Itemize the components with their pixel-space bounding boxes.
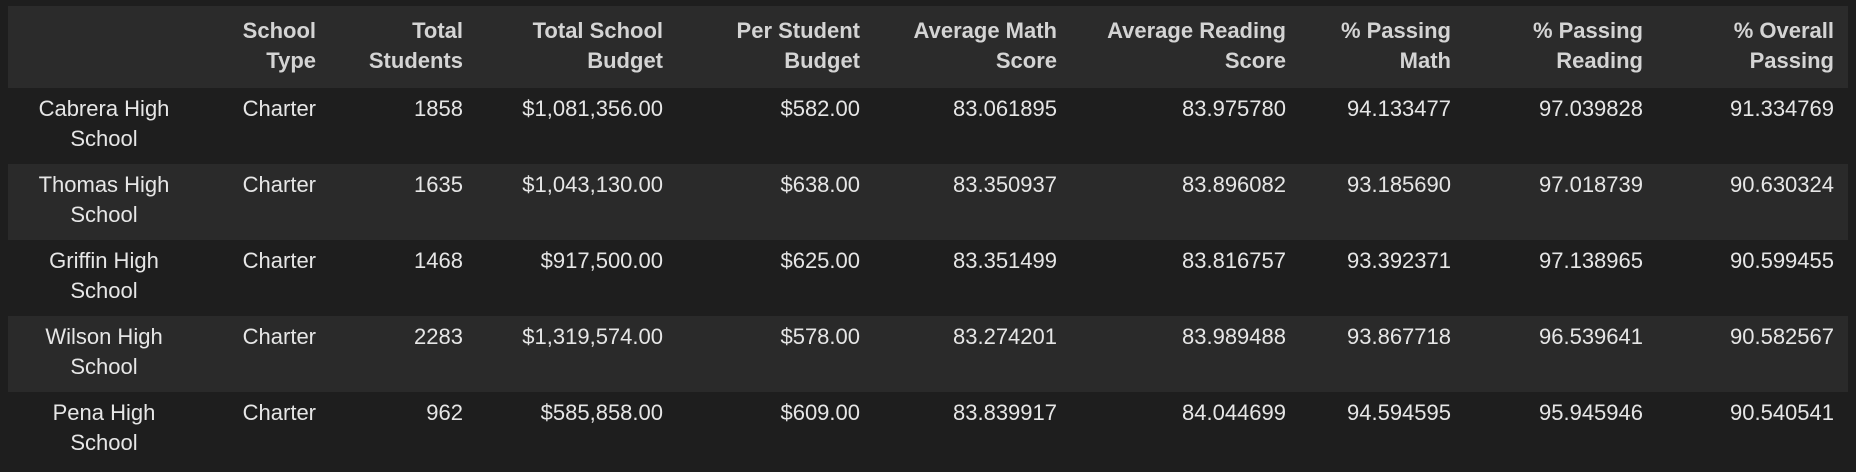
cell-per-student-budget: $578.00: [780, 324, 860, 349]
cell-school-type: Charter: [242, 324, 316, 349]
row-index-school-name: Cabrera High School: [38, 96, 170, 151]
column-header-average-reading-score: Average Reading Score: [1107, 18, 1286, 73]
cell-school-type: Charter: [242, 400, 316, 425]
cell-average-math-score: 83.839917: [953, 400, 1057, 425]
cell-passing-math: 94.133477: [1347, 96, 1451, 121]
top-schools-dataframe: School Type Total Students Total School …: [8, 6, 1848, 468]
cell-average-reading-score: 83.816757: [1182, 248, 1286, 273]
cell-average-reading-score: 84.044699: [1182, 400, 1286, 425]
cell-passing-reading: 97.138965: [1539, 248, 1643, 273]
cell-total-school-budget: $917,500.00: [540, 248, 663, 273]
cell-passing-math: 93.392371: [1347, 248, 1451, 273]
cell-average-reading-score: 83.896082: [1182, 172, 1286, 197]
cell-passing-reading: 95.945946: [1539, 400, 1643, 425]
row-index-school-name: Pena High School: [52, 400, 156, 455]
cell-average-math-score: 83.274201: [953, 324, 1057, 349]
cell-average-math-score: 83.061895: [953, 96, 1057, 121]
cell-per-student-budget: $609.00: [780, 400, 860, 425]
cell-per-student-budget: $582.00: [780, 96, 860, 121]
row-index-school-name: Thomas High School: [38, 172, 170, 227]
cell-passing-math: 94.594595: [1347, 400, 1451, 425]
table-row: Thomas High School Charter 1635 $1,043,1…: [8, 164, 1848, 240]
cell-school-type: Charter: [242, 172, 316, 197]
cell-average-math-score: 83.351499: [953, 248, 1057, 273]
cell-passing-math: 93.185690: [1347, 172, 1451, 197]
cell-average-reading-score: 83.975780: [1182, 96, 1286, 121]
table-row: Griffin High School Charter 1468 $917,50…: [8, 240, 1848, 316]
column-header-index: [8, 6, 200, 88]
cell-school-type: Charter: [242, 248, 316, 273]
header-row: School Type Total Students Total School …: [8, 6, 1848, 88]
cell-total-school-budget: $585,858.00: [540, 400, 663, 425]
cell-per-student-budget: $625.00: [780, 248, 860, 273]
column-header-passing-math: % Passing Math: [1340, 18, 1451, 73]
cell-total-students: 2283: [414, 324, 463, 349]
cell-per-student-budget: $638.00: [780, 172, 860, 197]
table-body: Cabrera High School Charter 1858 $1,081,…: [8, 88, 1848, 468]
cell-total-school-budget: $1,319,574.00: [522, 324, 663, 349]
column-header-average-math-score: Average Math Score: [913, 18, 1057, 73]
cell-overall-passing: 90.630324: [1730, 172, 1834, 197]
cell-overall-passing: 90.582567: [1730, 324, 1834, 349]
cell-total-students: 1858: [414, 96, 463, 121]
cell-total-students: 1468: [414, 248, 463, 273]
cell-average-reading-score: 83.989488: [1182, 324, 1286, 349]
cell-average-math-score: 83.350937: [953, 172, 1057, 197]
table-row: Pena High School Charter 962 $585,858.00…: [8, 392, 1848, 468]
row-index-school-name: Wilson High School: [45, 324, 163, 379]
row-index-school-name: Griffin High School: [49, 248, 159, 303]
cell-total-students: 1635: [414, 172, 463, 197]
column-header-overall-passing: % Overall Passing: [1733, 18, 1834, 73]
column-header-passing-reading: % Passing Reading: [1532, 18, 1643, 73]
cell-overall-passing: 90.599455: [1730, 248, 1834, 273]
cell-overall-passing: 91.334769: [1730, 96, 1834, 121]
cell-total-school-budget: $1,081,356.00: [522, 96, 663, 121]
column-header-per-student-budget: Per Student Budget: [736, 18, 860, 73]
cell-total-school-budget: $1,043,130.00: [522, 172, 663, 197]
column-header-school-type: School Type: [242, 18, 316, 73]
table-row: Cabrera High School Charter 1858 $1,081,…: [8, 88, 1848, 164]
cell-overall-passing: 90.540541: [1730, 400, 1834, 425]
cell-total-students: 962: [426, 400, 463, 425]
table-header: School Type Total Students Total School …: [8, 6, 1848, 88]
cell-passing-reading: 97.018739: [1539, 172, 1643, 197]
cell-passing-math: 93.867718: [1347, 324, 1451, 349]
column-header-total-school-budget: Total School Budget: [532, 18, 663, 73]
column-header-total-students: Total Students: [368, 18, 463, 73]
cell-passing-reading: 96.539641: [1539, 324, 1643, 349]
cell-passing-reading: 97.039828: [1539, 96, 1643, 121]
cell-school-type: Charter: [242, 96, 316, 121]
table-row: Wilson High School Charter 2283 $1,319,5…: [8, 316, 1848, 392]
